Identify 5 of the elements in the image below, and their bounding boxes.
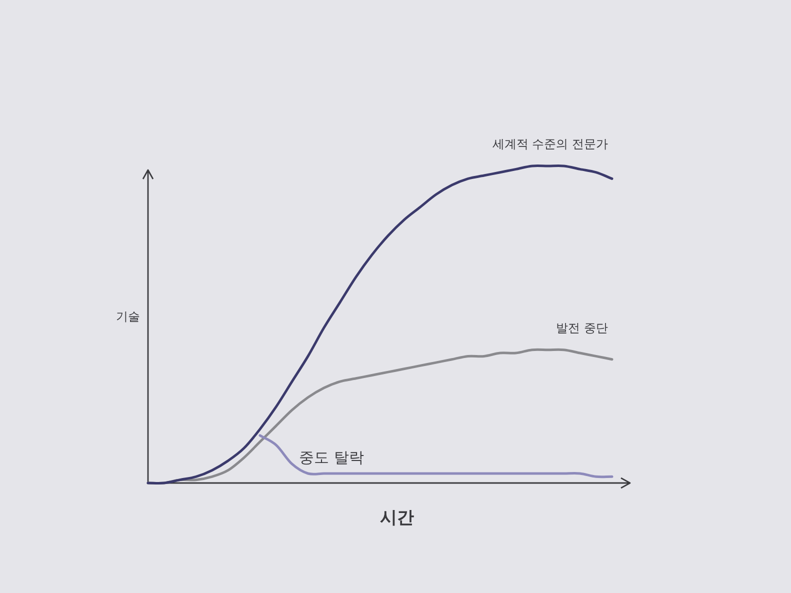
series-label: 중도 탈락 (299, 448, 364, 467)
y-axis-title: 기술 (116, 310, 140, 324)
series-label: 세계적 수준의 전문가 (492, 137, 608, 151)
x-axis-title: 시간 (380, 508, 414, 528)
series-label: 발전 중단 (556, 320, 608, 335)
